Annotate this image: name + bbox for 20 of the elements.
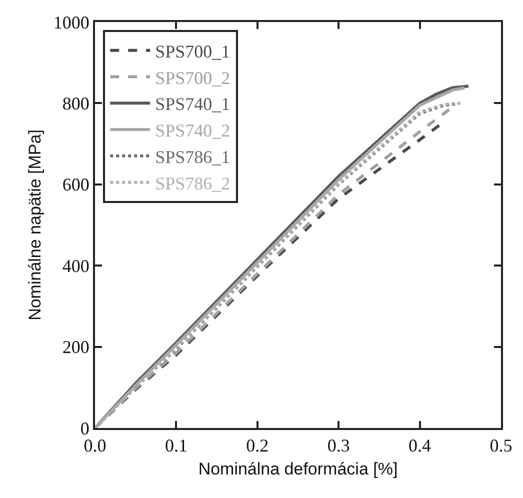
y-tick-label: 200 <box>62 337 90 358</box>
x-tick-label: 0.5 <box>490 436 512 456</box>
y-tick-label: 400 <box>62 256 90 276</box>
x-tick-label: 0.1 <box>164 436 188 456</box>
legend-label: SPS700_2 <box>155 68 230 88</box>
y-tick-label: 600 <box>62 174 90 195</box>
x-axis-title: Nominálna deformácia [%] <box>198 460 398 478</box>
y-tick-label: 800 <box>62 94 90 114</box>
x-tick-label: 0.0 <box>84 436 106 456</box>
y-tick-label: 1000 <box>53 12 90 32</box>
x-tick-label: 0.3 <box>327 436 350 456</box>
legend-label: SPS786_2 <box>155 173 230 194</box>
x-tick-label: 0.4 <box>408 436 432 456</box>
legend-label: SPS740_2 <box>155 120 230 141</box>
legend-label: SPS786_1 <box>155 146 230 167</box>
legend-label: SPS700_1 <box>155 41 230 62</box>
x-tick-label: 0.2 <box>246 436 269 456</box>
y-tick-label: 0 <box>80 418 90 438</box>
y-axis-title: Nominálne napätie [MPa] <box>25 130 44 320</box>
legend-label: SPS740_1 <box>155 94 230 114</box>
